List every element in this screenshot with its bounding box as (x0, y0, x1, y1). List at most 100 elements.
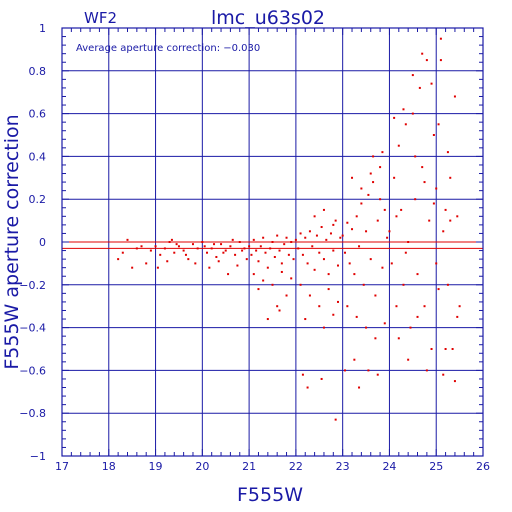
data-point (327, 273, 330, 276)
y-tick-label: −0.6 (19, 364, 46, 377)
data-point (446, 151, 449, 154)
y-axis-label: F555W aperture correction (1, 114, 23, 369)
data-point (360, 187, 363, 190)
data-point (213, 243, 216, 246)
x-tick-label: 19 (149, 460, 163, 473)
data-point (175, 243, 178, 246)
data-point (313, 215, 316, 218)
data-point (149, 249, 152, 252)
data-point (201, 241, 204, 243)
data-point (376, 219, 379, 222)
data-point (362, 283, 365, 286)
data-point (374, 294, 377, 297)
data-point (425, 59, 428, 62)
x-tick-label: 25 (429, 460, 443, 473)
data-point (266, 266, 269, 269)
data-point (184, 253, 187, 256)
y-tick-label: 0.6 (29, 108, 47, 121)
data-point (442, 230, 445, 233)
data-point (435, 262, 438, 265)
data-point (355, 215, 358, 218)
data-point (358, 386, 361, 389)
data-point (290, 241, 293, 243)
data-point (135, 247, 138, 250)
data-point (332, 313, 335, 316)
y-tick-label: −1 (30, 450, 46, 463)
data-point (322, 326, 325, 329)
data-point (353, 273, 356, 276)
data-point (449, 219, 452, 222)
data-point (311, 245, 314, 248)
data-point (222, 251, 225, 254)
data-point (383, 322, 386, 325)
data-point (446, 283, 449, 286)
data-point (388, 230, 391, 233)
data-point (276, 305, 279, 308)
y-tick-label: −0.4 (19, 322, 46, 335)
data-point (379, 198, 382, 201)
x-tick-label: 23 (336, 460, 350, 473)
axis-ticks (61, 27, 484, 457)
data-point (269, 247, 272, 250)
data-point (262, 236, 265, 239)
data-point (435, 187, 438, 190)
data-point (248, 245, 251, 248)
data-point (418, 86, 421, 89)
data-point (346, 305, 349, 308)
data-point (245, 258, 248, 261)
data-point (126, 238, 129, 241)
data-point (299, 283, 302, 286)
data-point (353, 358, 356, 361)
data-point (320, 377, 323, 380)
data-point (283, 243, 286, 246)
y-tick-label: 0.2 (29, 193, 47, 206)
data-point (334, 219, 337, 222)
data-point (163, 247, 166, 250)
data-point (372, 181, 375, 184)
data-point (255, 249, 258, 252)
data-point (407, 358, 410, 361)
data-point (348, 262, 351, 265)
data-point (236, 264, 239, 267)
data-point (409, 326, 412, 329)
data-point (308, 294, 311, 297)
x-tick-label: 24 (382, 460, 396, 473)
data-point (414, 155, 417, 158)
data-point (432, 134, 435, 136)
data-point (301, 373, 304, 376)
data-point (313, 268, 316, 271)
data-point (252, 238, 255, 241)
data-point (344, 251, 347, 254)
data-point (278, 309, 281, 312)
data-point (257, 288, 260, 291)
data-point (224, 249, 227, 252)
data-point (325, 238, 328, 241)
data-point (397, 144, 400, 147)
y-tick-label: −0.2 (19, 279, 46, 292)
data-point (262, 279, 265, 282)
data-point (407, 241, 410, 243)
data-point (411, 74, 414, 77)
data-point (393, 116, 396, 119)
data-point (322, 208, 325, 211)
data-point (304, 236, 307, 239)
data-point (367, 193, 370, 196)
data-point (194, 262, 197, 265)
data-point (280, 270, 283, 273)
data-point (430, 348, 433, 350)
data-point (411, 112, 414, 115)
chart-title: lmc_u63s02 (211, 7, 325, 29)
data-point (369, 258, 372, 261)
data-point (423, 305, 426, 308)
data-point (376, 373, 379, 376)
data-point (451, 348, 454, 350)
data-point (273, 255, 276, 258)
data-point (271, 283, 274, 286)
data-point (379, 166, 382, 169)
data-point (332, 223, 335, 226)
data-point (297, 247, 300, 250)
data-point (140, 245, 143, 248)
data-point (458, 305, 461, 308)
y-tick-labels: −1 −0.8 −0.6 −0.4 −0.2 0 0.2 0.4 0.6 0.8 1 (19, 22, 46, 463)
